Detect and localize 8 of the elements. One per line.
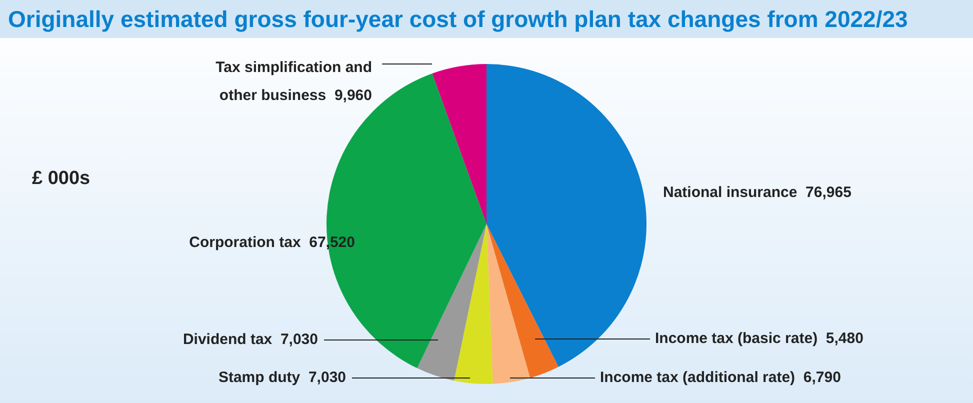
slice-label: Income tax (basic rate) 5,480 [655,330,864,348]
slice-label: Income tax (additional rate) 6,790 [600,369,841,386]
chart-title: Originally estimated gross four-year cost of growth plan tax changes from 2022/23 [0,0,973,38]
slice-label: Tax simplification and other business 9,960 [216,59,372,104]
slice-label: Dividend tax 7,030 [182,331,318,348]
text: £ 000s [32,168,90,190]
slice-label: National insurance 76,965 [663,184,852,202]
slice-label: Stamp duty 7,030 [218,369,346,386]
